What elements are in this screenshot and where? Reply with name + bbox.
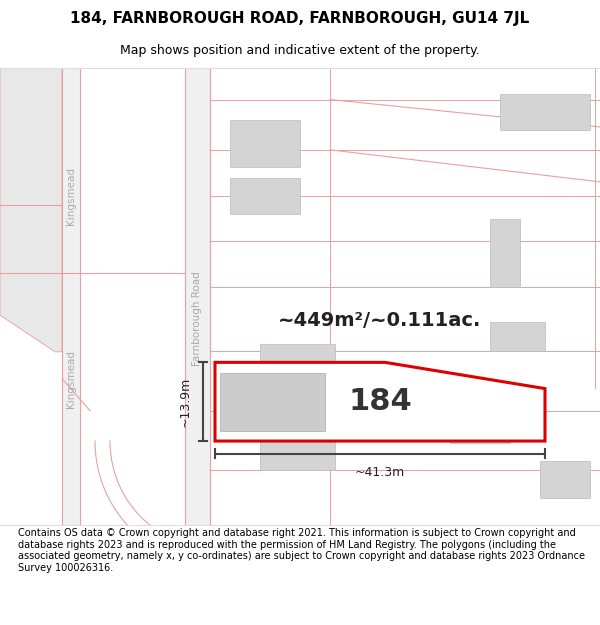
Text: Contains OS data © Crown copyright and database right 2021. This information is : Contains OS data © Crown copyright and d…	[18, 528, 585, 572]
Text: Farnborough Road: Farnborough Road	[192, 272, 202, 366]
Bar	[185, 68, 210, 525]
Text: Kingsmead: Kingsmead	[66, 349, 76, 408]
Bar	[490, 322, 545, 351]
Polygon shape	[215, 362, 545, 441]
Text: ~449m²/~0.111ac.: ~449m²/~0.111ac.	[278, 311, 482, 330]
Bar	[230, 120, 300, 167]
Text: ~13.9m: ~13.9m	[179, 377, 191, 427]
Bar	[540, 461, 590, 498]
Bar	[230, 177, 300, 214]
Polygon shape	[0, 68, 62, 352]
Text: Kingsmead: Kingsmead	[66, 167, 76, 224]
Text: Map shows position and indicative extent of the property.: Map shows position and indicative extent…	[120, 44, 480, 57]
Bar	[260, 344, 335, 470]
Bar	[500, 94, 590, 131]
Text: 184, FARNBOROUGH ROAD, FARNBOROUGH, GU14 7JL: 184, FARNBOROUGH ROAD, FARNBOROUGH, GU14…	[70, 11, 530, 26]
Bar	[220, 373, 325, 431]
Bar	[450, 401, 510, 442]
Bar	[490, 219, 520, 287]
Text: 184: 184	[348, 387, 412, 416]
Bar	[62, 68, 80, 525]
Text: ~41.3m: ~41.3m	[355, 466, 405, 479]
